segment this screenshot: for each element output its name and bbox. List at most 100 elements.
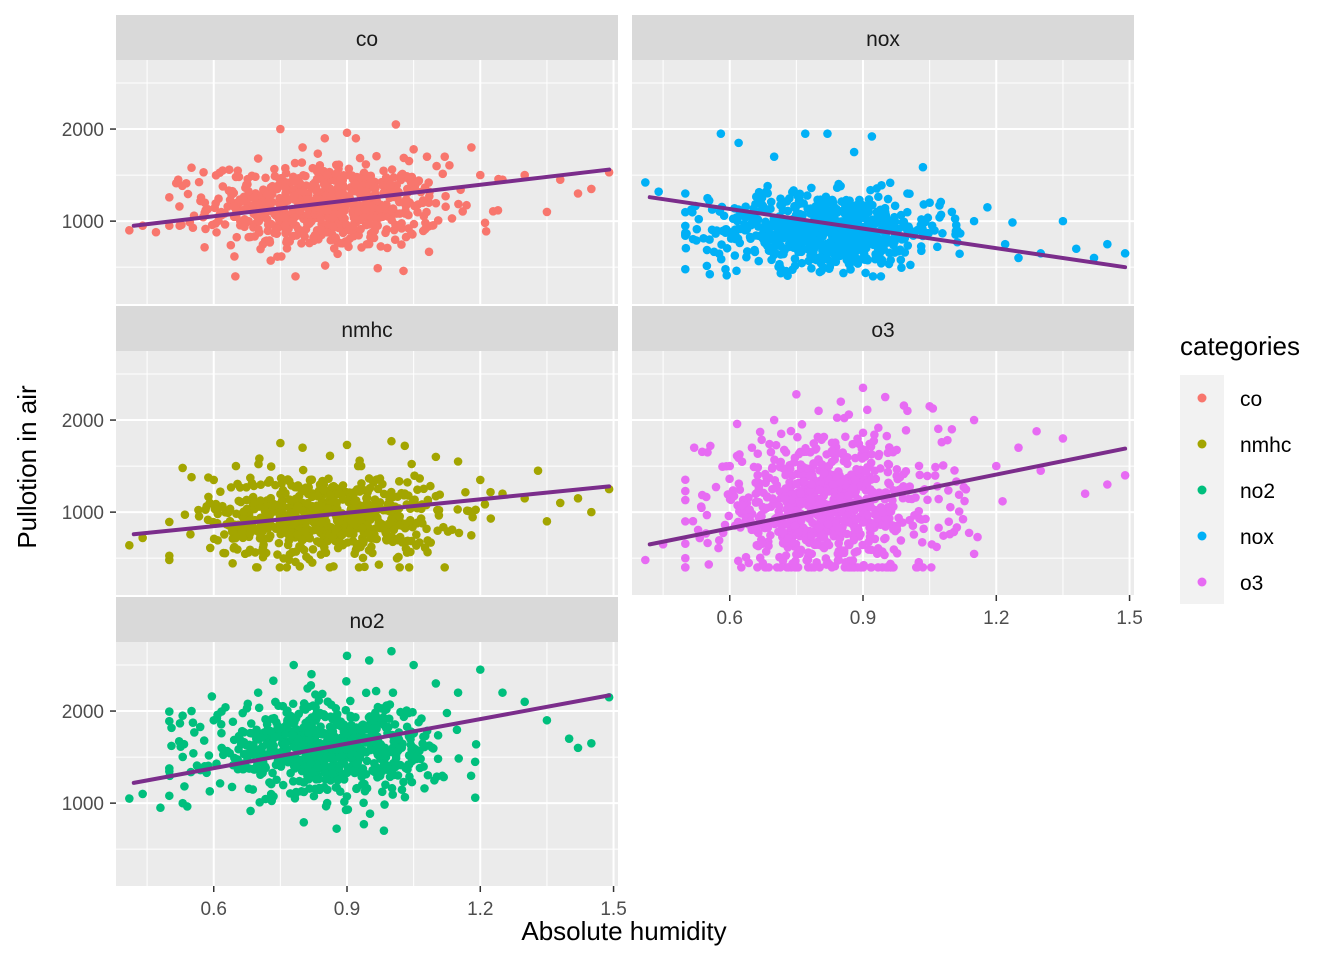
data-point [303,684,312,693]
data-point [297,787,306,796]
data-point [881,563,891,572]
data-point [438,771,447,781]
data-point [310,750,320,760]
data-point [387,436,396,446]
data-point [377,519,387,529]
data-point [266,789,276,799]
data-point [310,230,320,240]
data-point [906,260,915,270]
data-point [881,533,890,543]
data-point [256,480,266,489]
data-point [834,539,843,548]
data-point [336,175,345,185]
data-point [776,200,785,210]
data-point [343,538,352,547]
data-point [399,777,408,787]
data-point [807,183,816,193]
data-point [209,715,219,725]
data-point [850,217,860,227]
data-point [800,477,809,487]
data-point [397,240,406,249]
data-point [278,485,288,495]
data-point [785,464,795,474]
data-point [348,726,357,736]
data-point [217,728,226,738]
data-point [305,476,315,485]
data-point [432,161,441,171]
data-point [381,535,391,544]
data-point [376,242,386,251]
data-point [325,563,335,572]
data-point [399,266,408,276]
data-point [881,520,890,530]
data-point [862,478,872,488]
data-point [945,529,955,539]
data-point [283,196,293,205]
data-point [814,406,823,416]
data-point [207,220,217,230]
data-point [854,525,863,535]
data-point [370,495,380,504]
data-point [488,207,498,216]
data-point [421,218,430,228]
data-point [848,556,858,565]
data-point [688,516,698,526]
trend-line [131,484,612,537]
data-point [845,540,854,550]
data-point [371,220,380,230]
legend-label: no2 [1240,480,1275,503]
data-point [327,769,337,778]
data-point [288,776,298,786]
data-point [790,453,800,463]
y-tick-label: 1000 [62,212,104,233]
data-point [805,244,815,254]
data-point [923,495,932,505]
data-point [454,199,463,209]
data-point [703,538,712,548]
data-point [218,166,227,175]
data-point [327,482,337,492]
data-point [368,766,378,776]
data-point [883,238,892,247]
trend-line [647,446,1128,547]
data-point [263,189,272,199]
data-point [318,476,327,486]
data-point [217,707,226,716]
data-point [211,199,220,208]
data-point [828,198,838,208]
data-point [273,500,283,510]
data-point [334,537,344,547]
data-point [357,523,367,533]
data-point [801,443,810,453]
data-point [292,762,302,771]
data-point [125,540,134,550]
facet-strip-label: o3 [871,319,894,342]
data-point [360,562,369,572]
data-point [873,210,882,219]
data-point [533,466,543,475]
data-point [467,531,476,540]
data-point [322,206,332,216]
data-point [242,703,252,713]
data-point [417,714,426,723]
data-point [462,200,471,210]
data-point [806,479,816,489]
data-point [784,533,793,543]
data-point [388,688,398,697]
facet-panel-nox: nox [632,15,1134,304]
data-point [564,734,574,743]
data-point [240,214,249,224]
data-point [267,219,276,229]
data-point [361,160,371,169]
data-point [276,438,285,448]
data-point [338,495,348,504]
data-point [1103,480,1112,489]
data-point [419,484,429,494]
data-point [165,555,174,565]
data-point [216,720,226,729]
data-point [835,492,844,502]
data-point [285,495,294,504]
data-point [892,464,902,474]
data-point [320,261,330,270]
data-point [813,195,822,205]
